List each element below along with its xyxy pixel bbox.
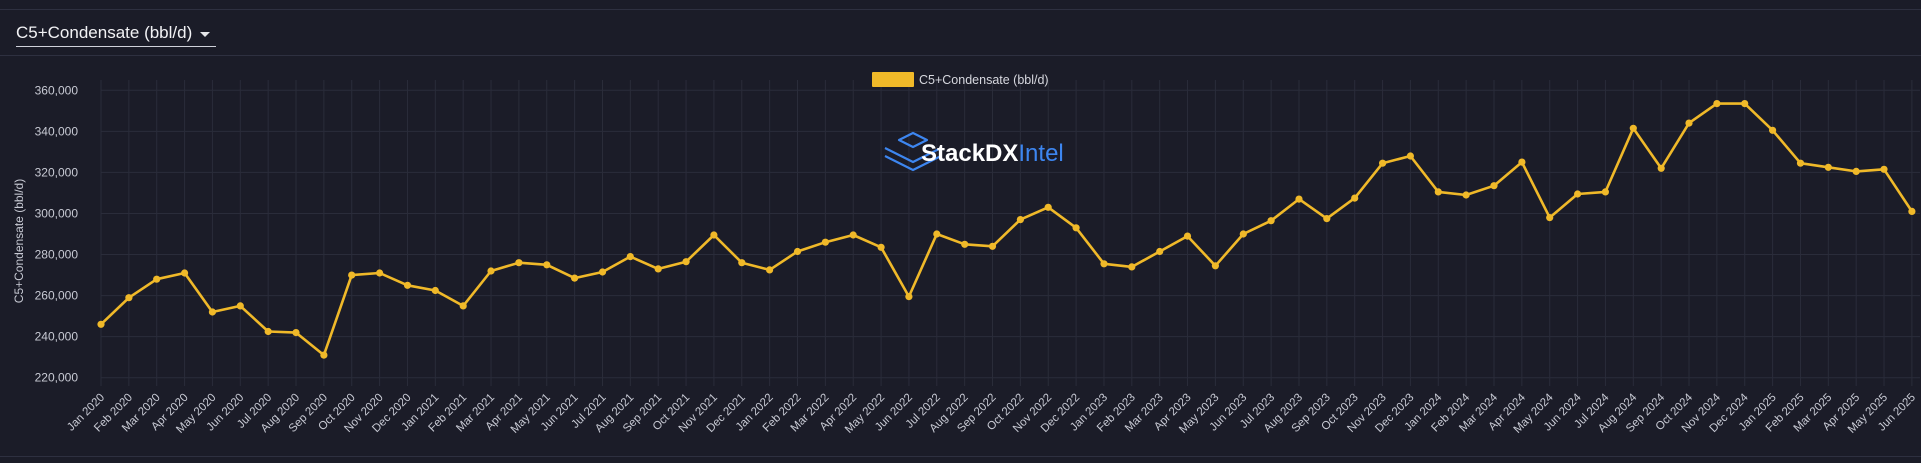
data-point[interactable] bbox=[1769, 126, 1777, 134]
data-point[interactable] bbox=[403, 281, 412, 289]
y-axis-ticks: 220,000 240,000 260,000 280,000 300,000 320,0… bbox=[35, 83, 79, 384]
data-point[interactable] bbox=[905, 293, 913, 301]
y-tick-label: 360,000 bbox=[35, 83, 79, 97]
data-point[interactable] bbox=[1267, 217, 1275, 225]
data-point[interactable] bbox=[1462, 191, 1470, 199]
data-point[interactable] bbox=[849, 231, 857, 239]
data-point[interactable] bbox=[348, 271, 356, 279]
data-point[interactable] bbox=[933, 230, 941, 238]
data-point[interactable] bbox=[654, 265, 662, 273]
data-point[interactable] bbox=[1323, 215, 1331, 223]
y-tick-label: 220,000 bbox=[35, 371, 79, 385]
data-point[interactable] bbox=[961, 240, 969, 248]
data-point[interactable] bbox=[598, 268, 607, 276]
y-tick-label: 240,000 bbox=[35, 330, 79, 344]
data-point[interactable] bbox=[153, 275, 161, 283]
data-point[interactable] bbox=[1629, 124, 1637, 132]
legend-swatch bbox=[872, 72, 914, 87]
data-point[interactable] bbox=[1490, 182, 1498, 190]
data-point[interactable] bbox=[1824, 163, 1832, 171]
data-point[interactable] bbox=[626, 253, 634, 261]
data-point[interactable] bbox=[1518, 158, 1526, 166]
data-point[interactable] bbox=[1852, 167, 1860, 175]
data-point[interactable] bbox=[125, 294, 133, 302]
data-point[interactable] bbox=[1574, 190, 1582, 198]
footer-divider bbox=[0, 456, 1921, 457]
data-point[interactable] bbox=[487, 267, 495, 275]
data-point[interactable] bbox=[1741, 100, 1749, 108]
chevron-down-icon[interactable] bbox=[200, 31, 211, 37]
stack-icon bbox=[884, 131, 942, 172]
data-point[interactable] bbox=[821, 238, 830, 246]
data-point[interactable] bbox=[1713, 100, 1721, 108]
metric-selector-label: C5+Condensate (bbl/d) bbox=[16, 22, 193, 42]
data-point[interactable] bbox=[1016, 216, 1024, 224]
watermark-brand: StackDX bbox=[921, 140, 1018, 167]
data-point[interactable] bbox=[1072, 224, 1080, 232]
top-divider bbox=[0, 9, 1921, 10]
data-point[interactable] bbox=[1100, 260, 1108, 268]
data-point[interactable] bbox=[264, 327, 272, 336]
data-point[interactable] bbox=[97, 320, 105, 328]
data-point[interactable] bbox=[1295, 195, 1303, 203]
svg-text:StackDXIntel: StackDXIntel bbox=[921, 140, 1064, 167]
data-point[interactable] bbox=[1211, 262, 1219, 270]
data-point[interactable] bbox=[431, 286, 439, 295]
data-point[interactable] bbox=[1128, 263, 1136, 271]
data-point[interactable] bbox=[208, 308, 216, 316]
data-point[interactable] bbox=[515, 259, 523, 267]
data-point[interactable] bbox=[988, 242, 997, 250]
data-point[interactable] bbox=[738, 259, 746, 267]
grid bbox=[100, 80, 1920, 386]
data-point[interactable] bbox=[793, 247, 802, 256]
series-c5-condensate bbox=[97, 100, 1916, 359]
watermark-suffix: Intel bbox=[1018, 140, 1063, 167]
data-point[interactable] bbox=[1351, 194, 1359, 202]
series-line bbox=[100, 102, 1913, 357]
data-point[interactable] bbox=[1908, 207, 1916, 215]
data-point[interactable] bbox=[292, 329, 300, 337]
data-point[interactable] bbox=[1379, 159, 1387, 167]
data-point[interactable] bbox=[1183, 232, 1192, 240]
data-point[interactable] bbox=[181, 269, 189, 277]
data-point[interactable] bbox=[766, 266, 774, 274]
data-point[interactable] bbox=[1657, 164, 1665, 172]
data-point[interactable] bbox=[1546, 214, 1554, 222]
y-tick-label: 340,000 bbox=[35, 124, 79, 138]
data-point[interactable] bbox=[320, 351, 328, 359]
data-point[interactable] bbox=[877, 243, 885, 251]
legend-label: C5+Condensate (bbl/d) bbox=[919, 73, 1049, 87]
data-point[interactable] bbox=[1044, 203, 1052, 211]
data-point[interactable] bbox=[1796, 159, 1805, 167]
data-point[interactable] bbox=[459, 302, 467, 310]
y-tick-label: 320,000 bbox=[35, 165, 79, 179]
data-point[interactable] bbox=[1685, 119, 1693, 127]
data-point[interactable] bbox=[1406, 152, 1414, 160]
data-point[interactable] bbox=[710, 231, 718, 239]
data-point[interactable] bbox=[571, 274, 579, 282]
data-point[interactable] bbox=[1434, 188, 1442, 196]
data-point[interactable] bbox=[376, 269, 384, 277]
data-point[interactable] bbox=[1156, 247, 1164, 256]
header-divider bbox=[0, 55, 1921, 56]
data-point[interactable] bbox=[543, 261, 551, 269]
data-point[interactable] bbox=[682, 258, 690, 266]
watermark-logo: StackDXIntel bbox=[884, 131, 1064, 172]
data-point[interactable] bbox=[1239, 230, 1247, 238]
data-point[interactable] bbox=[236, 302, 244, 310]
data-point[interactable] bbox=[1880, 165, 1888, 173]
y-tick-label: 260,000 bbox=[35, 289, 79, 303]
data-point[interactable] bbox=[1601, 188, 1609, 196]
y-tick-label: 300,000 bbox=[35, 206, 79, 220]
legend[interactable]: C5+Condensate (bbl/d) bbox=[872, 72, 1049, 87]
y-tick-label: 280,000 bbox=[35, 248, 79, 262]
y-axis-title: C5+Condensate (bbl/d) bbox=[12, 179, 26, 303]
metric-selector[interactable]: C5+Condensate (bbl/d) bbox=[16, 19, 217, 47]
